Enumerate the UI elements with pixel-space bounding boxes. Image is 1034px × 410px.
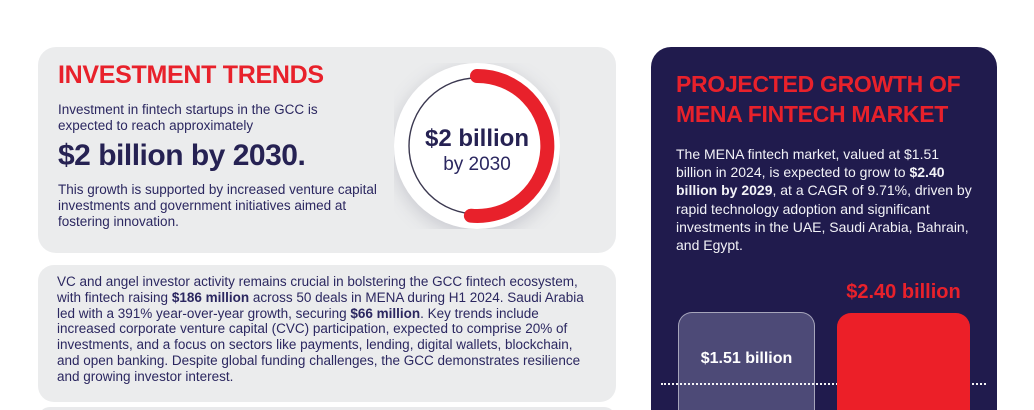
vc-activity-text: VC and angel investor activity remains c… xyxy=(57,274,584,384)
bar-2024 xyxy=(678,312,815,410)
investment-highlight-value: $2 billion by 2030. xyxy=(58,139,306,172)
bar-2029-label: $2.40 billion xyxy=(846,281,961,303)
projected-growth-card: PROJECTED GROWTH OF MENA FINTECH MARKET … xyxy=(651,47,997,410)
donut-white-disc xyxy=(394,63,560,229)
donut-period-text: by 2030 xyxy=(443,153,511,175)
bar-2024-label: $1.51 billion xyxy=(700,350,793,367)
projected-growth-heading: PROJECTED GROWTH OF MENA FINTECH MARKET xyxy=(676,71,961,127)
donut-gauge-svg xyxy=(394,63,560,229)
projected-growth-text: The MENA fintech market, valued at $1.51… xyxy=(676,146,972,254)
donut-gauge-chart: $2 billion by 2030 xyxy=(394,63,560,229)
baseline-dotted-line xyxy=(661,383,986,385)
next-card-top-edge xyxy=(38,407,616,410)
investment-intro-text: Investment in fintech startups in the GC… xyxy=(58,102,318,133)
donut-center-label: $2 billion by 2030 xyxy=(394,67,560,233)
bar-2029 xyxy=(837,313,970,410)
donut-progress-arc xyxy=(463,68,555,223)
investment-support-text: This growth is supported by increased ve… xyxy=(58,182,377,229)
donut-value-text: $2 billion xyxy=(424,124,529,152)
vc-activity-card: VC and angel investor activity remains c… xyxy=(38,265,616,402)
investment-trends-card: INVESTMENT TRENDS Investment in fintech … xyxy=(38,47,616,253)
investment-trends-heading: INVESTMENT TRENDS xyxy=(58,61,324,89)
